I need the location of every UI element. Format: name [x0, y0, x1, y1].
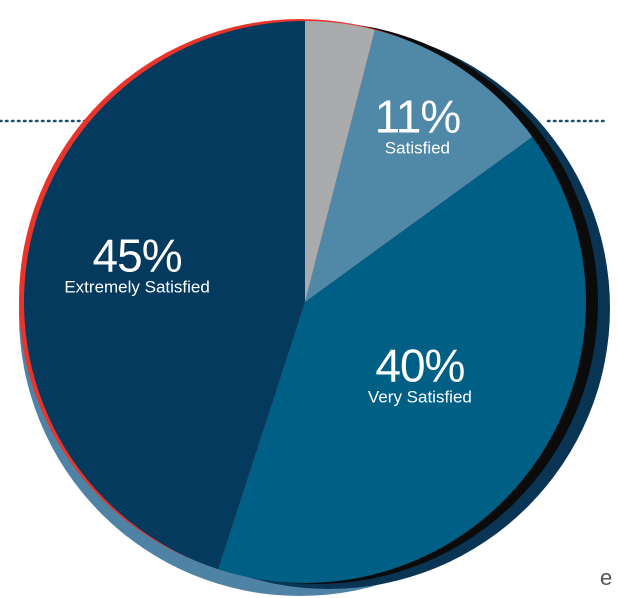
label-category-extremely-satisfied: Extremely Satisfied	[64, 277, 210, 296]
slice-very-satisfied	[218, 136, 586, 584]
label-category-very-satisfied: Very Satisfied	[368, 388, 472, 407]
slice-satisfied	[305, 29, 533, 303]
slice-unlabeled	[305, 21, 375, 302]
label-percent-satisfied: 11%	[375, 91, 461, 143]
label-category-satisfied: Satisfied	[385, 139, 450, 158]
cropped-edge-text: e	[600, 565, 613, 590]
label-percent-very-satisfied: 40%	[375, 340, 464, 392]
slice-extremely-satisfied	[23, 20, 306, 570]
label-percent-extremely-satisfied: 45%	[93, 229, 182, 281]
pie-slices	[23, 20, 586, 584]
slice-labels: 11%Satisfied 40%Very Satisfied 45%Extremel…	[64, 91, 472, 407]
